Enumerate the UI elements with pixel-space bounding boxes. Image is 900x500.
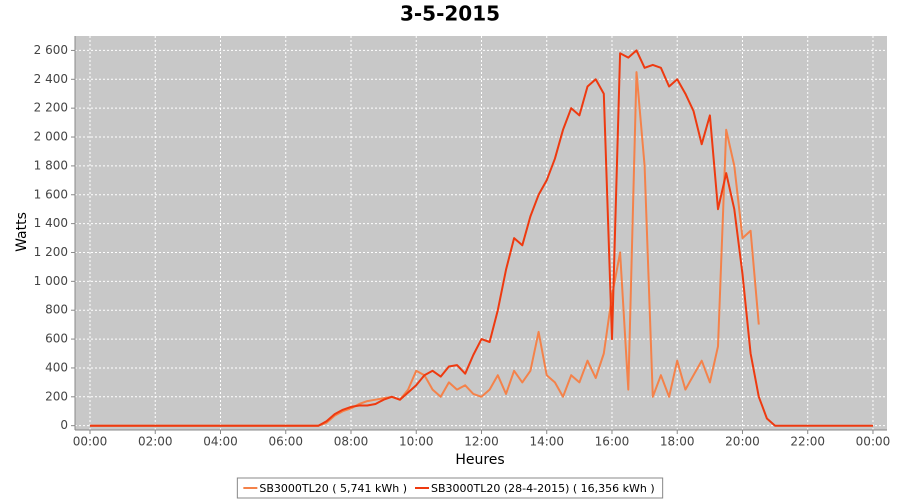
chart-title: 3-5-2015: [400, 2, 500, 26]
x-tick-label: 18:00: [660, 435, 695, 449]
legend-label: SB3000TL20 ( 5,741 kWh ): [259, 482, 407, 495]
y-tick-label: 2 400: [34, 72, 68, 86]
y-tick-label: 1 600: [34, 187, 68, 201]
y-tick-label: 2 200: [34, 101, 68, 115]
y-tick-label: 600: [45, 332, 68, 346]
x-tick-label: 20:00: [725, 435, 760, 449]
x-tick-label: 06:00: [268, 435, 303, 449]
x-tick-label: 14:00: [529, 435, 564, 449]
y-tick-label: 2 600: [34, 43, 68, 57]
x-tick-label: 08:00: [334, 435, 369, 449]
x-tick-label: 12:00: [464, 435, 499, 449]
x-axis-label: Heures: [455, 452, 504, 468]
y-axis-label: Watts: [14, 212, 30, 252]
y-tick-label: 400: [45, 360, 68, 374]
series-line: [90, 49, 873, 427]
x-tick-label: 00:00: [856, 435, 891, 449]
legend-label: SB3000TL20 (28-4-2015) ( 16,356 kWh ): [431, 482, 655, 495]
y-tick-label: 1 400: [34, 216, 68, 230]
series-line: [90, 71, 760, 427]
y-tick-label: 200: [45, 389, 68, 403]
x-tick-label: 16:00: [595, 435, 630, 449]
x-tick-label: 02:00: [138, 435, 173, 449]
x-tick-label: 04:00: [203, 435, 238, 449]
y-tick-label: 1 200: [34, 245, 68, 259]
x-tick-label: 00:00: [73, 435, 108, 449]
y-tick-label: 800: [45, 303, 68, 317]
y-tick-label: 1 800: [34, 158, 68, 172]
y-tick-label: 1 000: [34, 274, 68, 288]
x-tick-label: 10:00: [399, 435, 434, 449]
legend-box: [236, 477, 664, 499]
y-tick-label: 0: [60, 418, 68, 432]
y-tick-label: 2 000: [34, 130, 68, 144]
x-tick-label: 22:00: [790, 435, 825, 449]
